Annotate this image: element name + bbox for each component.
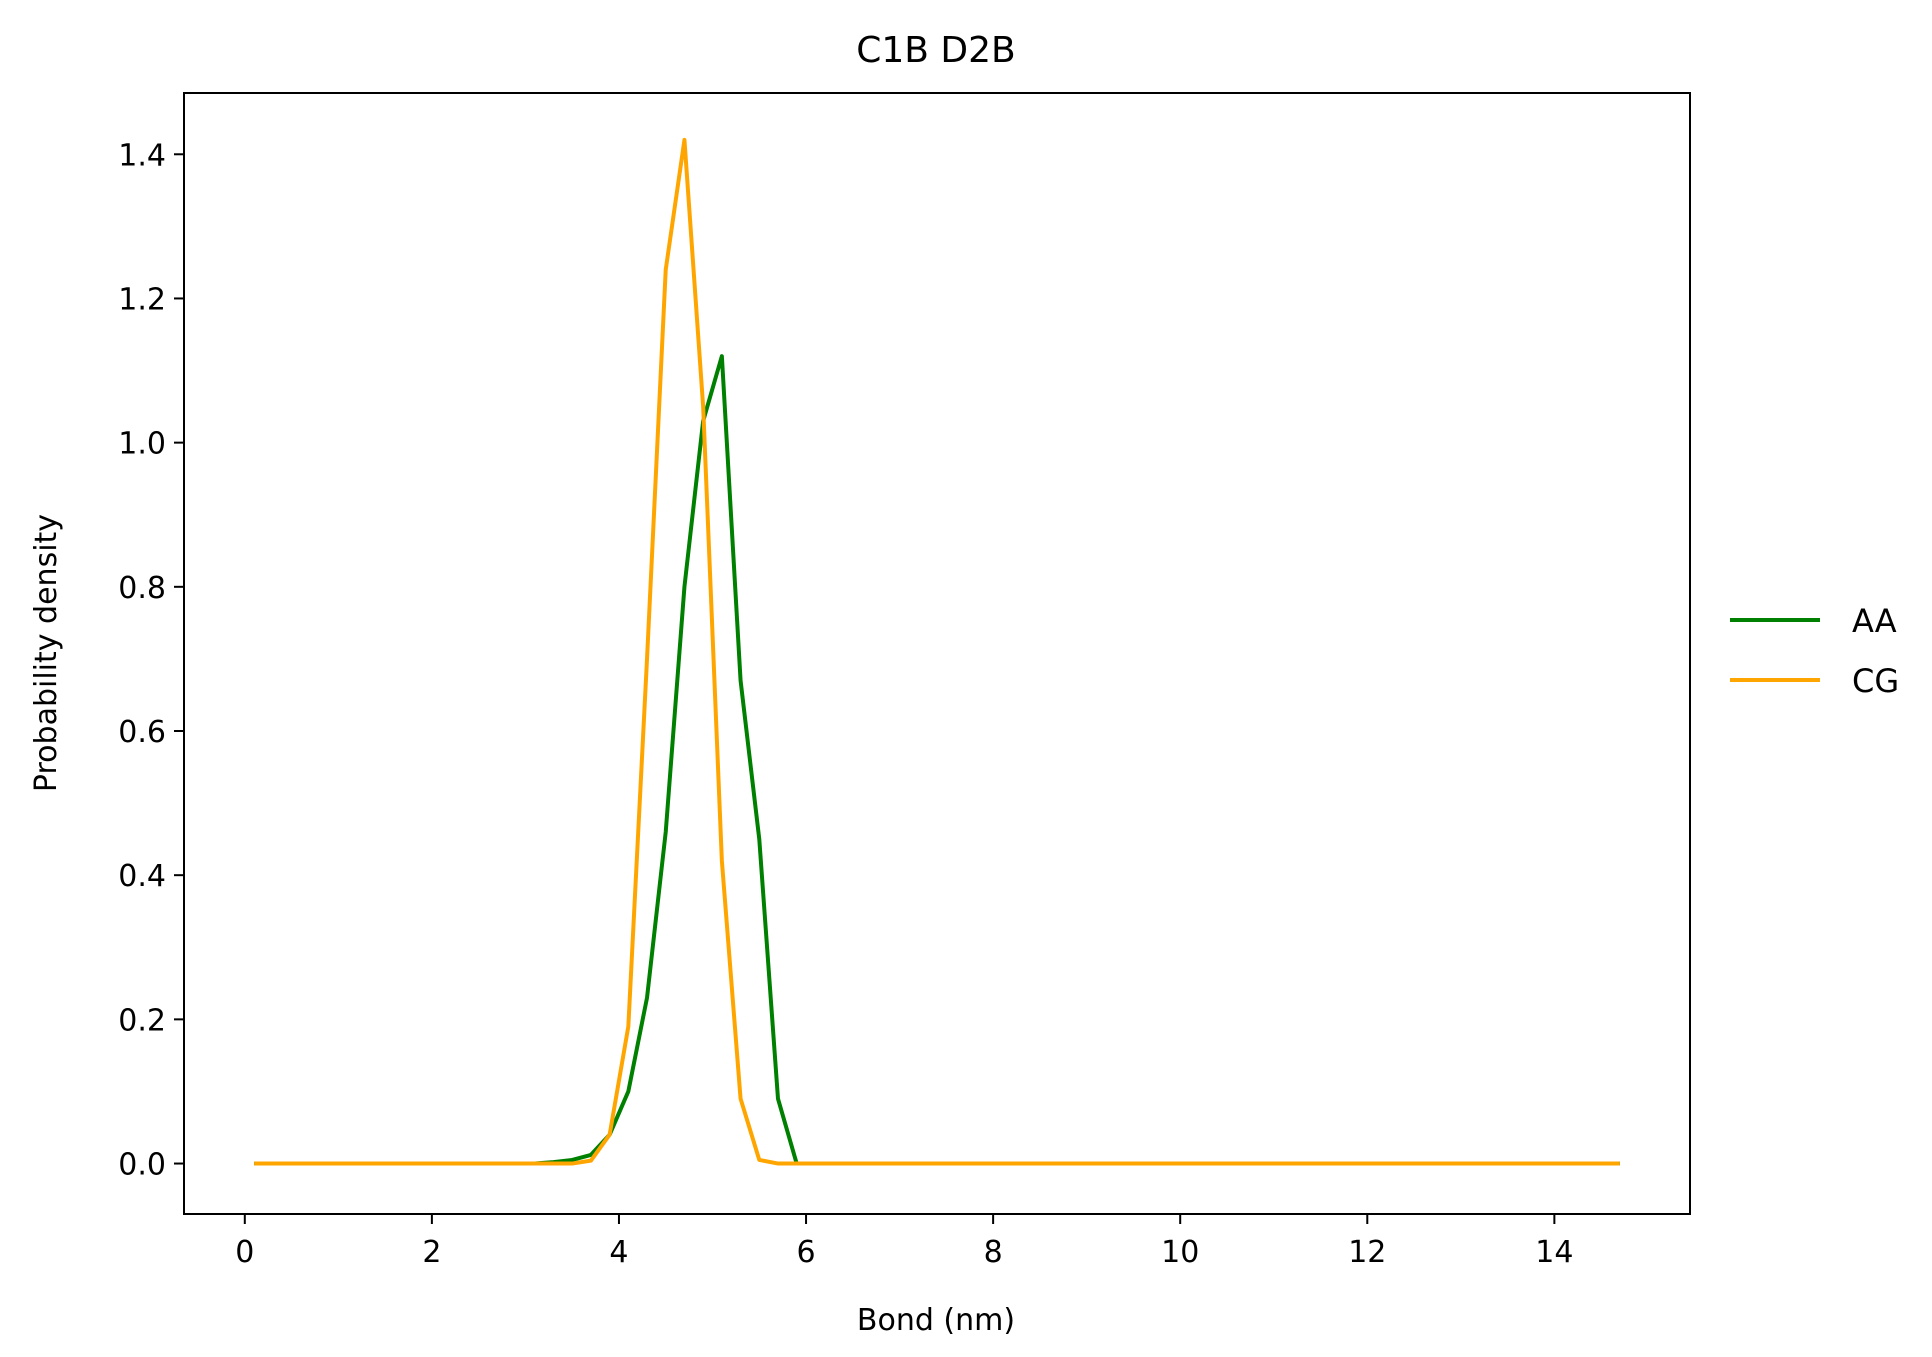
legend-label-aa: AA bbox=[1852, 602, 1897, 640]
y-tick-label: 0.6 bbox=[118, 715, 166, 750]
y-tick-label: 0.2 bbox=[118, 1003, 166, 1038]
x-axis: 0 2 4 6 8 10 12 14 bbox=[235, 1214, 1573, 1270]
y-tick-label: 1.4 bbox=[118, 138, 166, 173]
x-axis-label: Bond (nm) bbox=[857, 1303, 1015, 1338]
legend: AA CG bbox=[1730, 602, 1899, 700]
y-tick-label: 0.4 bbox=[118, 859, 166, 894]
x-tick-label: 14 bbox=[1535, 1235, 1573, 1270]
y-tick-label: 0.8 bbox=[118, 571, 166, 606]
x-tick-label: 6 bbox=[796, 1235, 815, 1270]
y-tick-label: 1.0 bbox=[118, 427, 166, 462]
x-tick-label: 8 bbox=[984, 1235, 1003, 1270]
x-tick-label: 2 bbox=[422, 1235, 441, 1270]
plot-frame bbox=[183, 92, 1691, 1215]
x-tick-label: 10 bbox=[1161, 1235, 1199, 1270]
y-tick-label: 0.0 bbox=[118, 1148, 166, 1183]
x-tick-label: 0 bbox=[235, 1235, 254, 1270]
plot-lines bbox=[254, 137, 1620, 1166]
x-tick-label: 12 bbox=[1348, 1235, 1386, 1270]
y-axis: 0.0 0.2 0.4 0.6 0.8 1.0 1.2 1.4 bbox=[118, 138, 184, 1183]
legend-label-cg: CG bbox=[1852, 662, 1899, 700]
series-line-cg bbox=[254, 137, 1620, 1166]
chart-title: C1B D2B bbox=[856, 30, 1016, 71]
y-tick-label: 1.2 bbox=[118, 282, 166, 317]
x-tick-label: 4 bbox=[609, 1235, 628, 1270]
y-axis-label: Probability density bbox=[29, 514, 64, 792]
